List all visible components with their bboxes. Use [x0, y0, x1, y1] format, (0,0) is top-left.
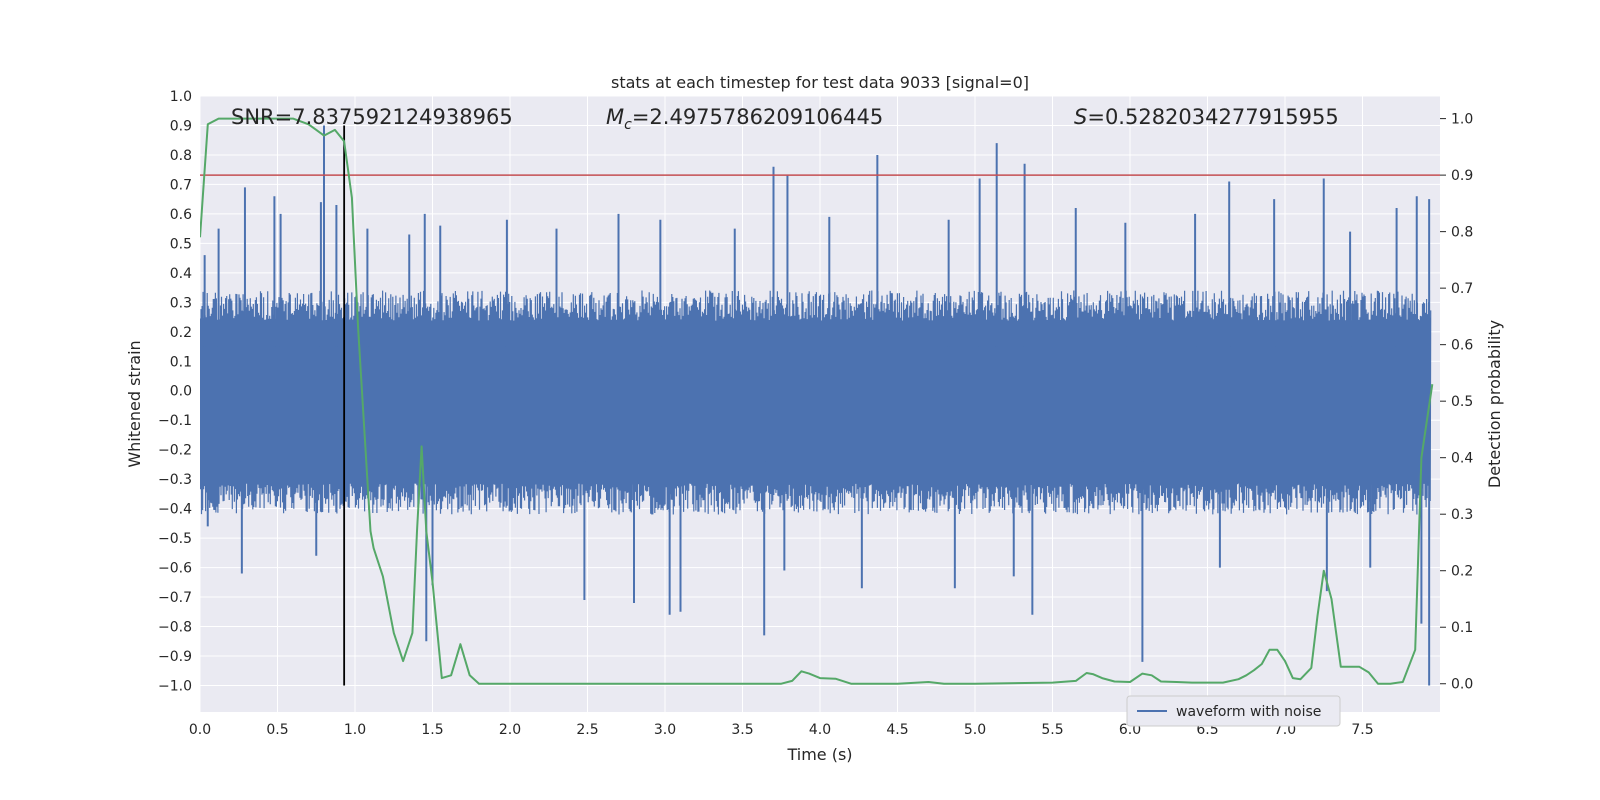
waveform-core [200, 346, 1428, 462]
y-tick-label: −1.0 [158, 678, 192, 694]
y2-tick-label: 0.2 [1451, 564, 1473, 580]
legend-label: waveform with noise [1176, 704, 1321, 720]
s-annotation: S=0.5282034277915955 [1074, 105, 1339, 129]
y2-tick-label: 0.3 [1451, 507, 1473, 523]
x-tick-label: 1.0 [344, 722, 366, 738]
x-tick-label: 4.0 [809, 722, 831, 738]
x-tick-label: 4.5 [886, 722, 908, 738]
chart-title: stats at each timestep for test data 903… [611, 73, 1029, 92]
overlay-lines [200, 125, 1440, 686]
y2-tick-labels: 1.0 0.9 0.8 0.7 0.6 0.5 0.4 0.3 0.2 0.1 0.0 [1440, 112, 1473, 693]
y2-tick-label: 1.0 [1451, 112, 1473, 128]
y2-tick-label: 0.9 [1451, 168, 1473, 184]
x-tick-label: 0.5 [266, 722, 288, 738]
y-tick-label: 0.8 [170, 148, 192, 164]
waveform-series [200, 125, 1432, 686]
y2-tick-label: 0.1 [1451, 620, 1473, 636]
y2-tick-label: 0.8 [1451, 225, 1473, 241]
y2-tick-label: 0.4 [1451, 451, 1473, 467]
y-tick-label: 0.3 [170, 295, 192, 311]
probability-line [200, 117, 1434, 685]
x-tick-label: 7.5 [1351, 722, 1373, 738]
legend: waveform with noise [1126, 695, 1341, 727]
y2-tick-label: 0.7 [1451, 281, 1473, 297]
y-tick-label: −0.4 [158, 502, 192, 518]
x-tick-label: 2.5 [576, 722, 598, 738]
snr-annotation: SNR=7.837592124938965 [231, 105, 513, 129]
y-tick-label: −0.3 [158, 472, 192, 488]
x-tick-label: 5.5 [1041, 722, 1063, 738]
mc-symbol: M [606, 105, 624, 129]
x-tick-label: 0.0 [189, 722, 211, 738]
y-tick-label: 0.5 [170, 236, 192, 252]
y-tick-label: −0.1 [158, 413, 192, 429]
y-tick-label: −0.8 [158, 620, 192, 636]
y-tick-label: 1.0 [170, 89, 192, 105]
y2-axis-label: Detection probability [1485, 320, 1504, 488]
y-tick-label: −0.7 [158, 590, 192, 606]
y-axis-label: Whitened strain [125, 340, 144, 467]
y-tick-label: 0.2 [170, 325, 192, 341]
probability-series [200, 117, 1434, 685]
y2-tick-label: 0.0 [1451, 677, 1473, 693]
s-symbol: S [1074, 105, 1087, 129]
x-axis-label: Time (s) [786, 745, 852, 764]
x-tick-labels: 0.0 0.5 1.0 1.5 2.0 2.5 3.0 3.5 4.0 4.5 5.0 5.5 6.0 6… [189, 722, 1374, 738]
y-tick-label: −0.5 [158, 531, 192, 547]
y-tick-label: 0.9 [170, 118, 192, 134]
waveform-line [200, 290, 1432, 515]
x-tick-label: 1.5 [421, 722, 443, 738]
x-tick-label: 3.5 [731, 722, 753, 738]
y-tick-label: 0.0 [170, 384, 192, 400]
y-tick-labels: 1.0 0.9 0.8 0.7 0.6 0.5 0.4 0.3 0.2 0.1 0.0 −0.1 −0.… [158, 89, 192, 694]
y-tick-label: 0.4 [170, 266, 192, 282]
y2-tick-label: 0.5 [1451, 394, 1473, 410]
y-tick-label: 0.1 [170, 354, 192, 370]
mc-annotation: Mc=2.4975786209106445 [606, 105, 883, 133]
mc-subscript: c [624, 117, 632, 133]
y2-tick-label: 0.6 [1451, 338, 1473, 354]
x-tick-label: 3.0 [654, 722, 676, 738]
legend-box [1126, 695, 1341, 727]
x-tick-label: 5.0 [964, 722, 986, 738]
y-tick-label: −0.9 [158, 649, 192, 665]
s-value: =0.5282034277915955 [1087, 105, 1338, 129]
y-tick-label: 0.7 [170, 177, 192, 193]
y-tick-label: −0.6 [158, 561, 192, 577]
y-tick-label: −0.2 [158, 443, 192, 459]
x-tick-label: 2.0 [499, 722, 521, 738]
y-tick-label: 0.6 [170, 207, 192, 223]
mc-value: =2.4975786209106445 [632, 105, 883, 129]
